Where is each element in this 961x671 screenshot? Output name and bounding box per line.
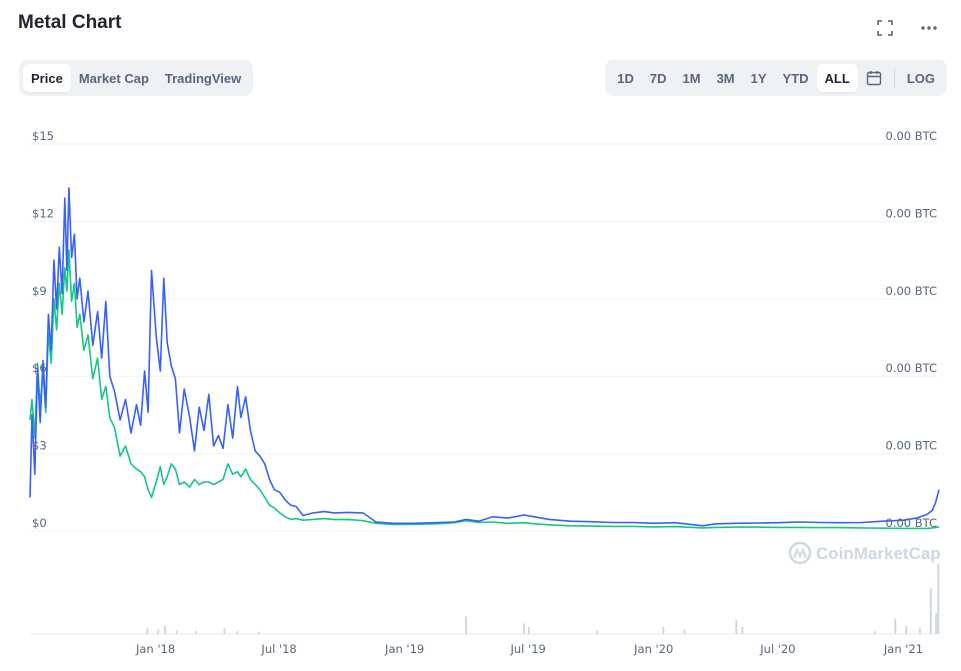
coinmarketcap-logo-mark <box>793 547 807 559</box>
tab-tradingview[interactable]: TradingView <box>164 70 242 86</box>
volume-bar <box>236 631 239 634</box>
range-3m-button[interactable]: 3M <box>716 70 735 86</box>
volume-bar <box>164 625 167 634</box>
y-tick-label-right: 0.00 BTC <box>885 439 937 453</box>
y-tick-label-left: $15 <box>32 129 54 143</box>
volume-bar <box>523 623 526 634</box>
volume-bar <box>662 627 665 634</box>
x-tick-label: Jan '19 <box>384 642 424 656</box>
volume-bar <box>683 629 686 634</box>
series-line-usd <box>29 187 940 527</box>
range-all-button[interactable]: ALL <box>816 64 858 92</box>
more-icon[interactable] <box>919 18 939 38</box>
y-tick-label-right: 0.00 BTC <box>885 361 937 375</box>
y-tick-label-right: 0.00 BTC <box>885 129 937 143</box>
volume-bar <box>596 630 599 634</box>
range-1d-button[interactable]: 1D <box>617 70 634 86</box>
page-title: Metal Chart <box>18 12 122 33</box>
volume-bar <box>257 631 260 634</box>
volume-bar <box>894 618 897 634</box>
y-axis-labels: $0 0.00 BTC $3 0.00 BTC $6 0.00 BTC $9 0.00 BTC… <box>32 129 937 530</box>
x-tick-label: Jan '20 <box>633 642 673 656</box>
volume-bar <box>935 613 938 634</box>
x-tick-label: Jan '18 <box>135 642 175 656</box>
y-tick-label-right: 0.00 BTC <box>885 284 937 298</box>
expand-icon[interactable] <box>875 18 895 38</box>
watermark: CoinMarketCap <box>788 541 941 565</box>
tab-price[interactable]: Price <box>23 64 71 92</box>
header-actions <box>875 18 939 38</box>
volume-bar <box>929 588 932 634</box>
watermark-text: CoinMarketCap <box>816 544 941 563</box>
y-tick-label-left: $6 <box>32 361 47 375</box>
log-scale-button[interactable]: LOG <box>906 70 935 86</box>
y-tick-label-left: $12 <box>32 206 54 220</box>
x-tick-label: Jan '21 <box>883 642 923 656</box>
volume-bar <box>146 628 149 634</box>
volume-bar <box>918 628 921 634</box>
coinmarketcap-logo-icon <box>788 541 812 565</box>
range-selector: 1D 7D 1M 3M 1Y YTD ALL LOG <box>605 60 947 96</box>
volume-bar <box>905 625 908 634</box>
calendar-icon[interactable] <box>858 64 890 92</box>
range-ytd-button[interactable]: YTD <box>782 70 809 86</box>
y-tick-label-right: 0.00 BTC <box>885 206 937 220</box>
chart-type-tabs: Price Market Cap TradingView <box>19 60 254 96</box>
volume-bar <box>175 630 178 634</box>
volume-bars <box>146 564 940 634</box>
y-tick-label-left: $9 <box>32 284 47 298</box>
series-lines <box>29 187 940 530</box>
y-tick-label-left: $3 <box>32 439 47 453</box>
volume-bar <box>741 627 744 634</box>
y-tick-label-right: 0.00 BTC <box>885 516 937 530</box>
y-tick-label-left: $0 <box>32 516 47 530</box>
volume-bar <box>873 631 876 634</box>
series-line-btc <box>29 249 940 530</box>
range-7d-button[interactable]: 7D <box>649 70 667 86</box>
volume-bar <box>527 627 530 634</box>
grid-lines <box>30 143 939 635</box>
volume-bar <box>465 616 468 634</box>
x-axis-labels: Jan '18 Jul '18 Jan '19 Jul '19 Jan '20 Jul '… <box>135 642 923 656</box>
tab-market-cap[interactable]: Market Cap <box>78 70 149 86</box>
volume-bar <box>223 628 226 634</box>
volume-bar <box>157 629 160 634</box>
x-tick-label: Jul '20 <box>759 642 795 656</box>
volume-bar <box>937 564 940 634</box>
range-1m-button[interactable]: 1M <box>682 70 701 86</box>
toolbar-divider <box>893 69 895 87</box>
x-tick-label: Jul '18 <box>260 642 296 656</box>
range-1y-button[interactable]: 1Y <box>750 70 767 86</box>
x-tick-label: Jul '19 <box>510 642 546 656</box>
volume-bar <box>735 620 738 634</box>
volume-bar <box>194 631 197 634</box>
